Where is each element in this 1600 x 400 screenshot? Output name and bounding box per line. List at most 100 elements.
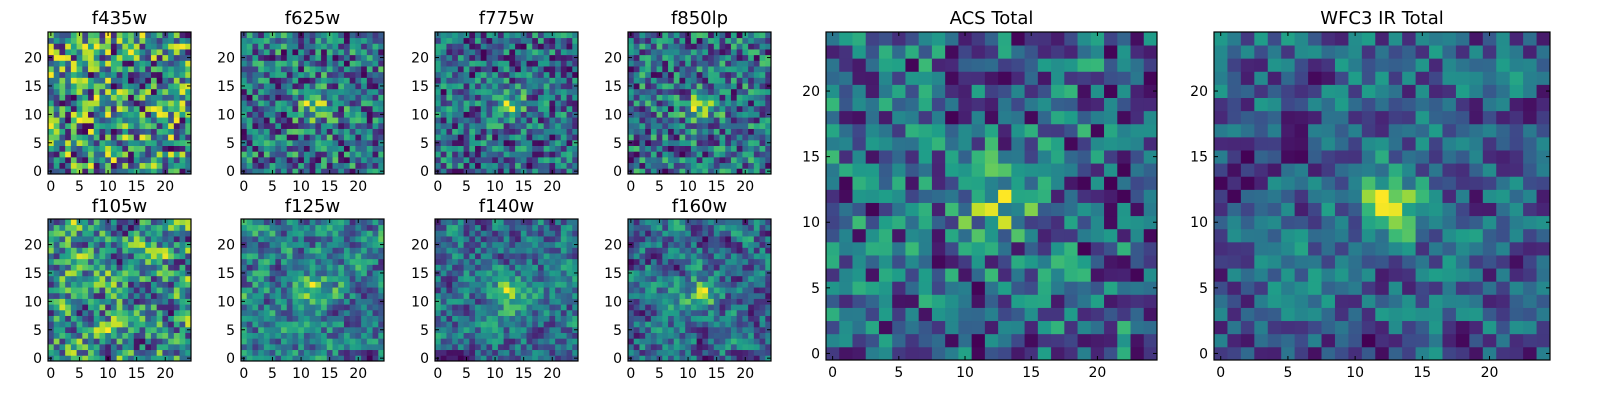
- heatmap-cell: [918, 320, 933, 335]
- heatmap-cell: [349, 156, 356, 164]
- heatmap-cell: [133, 247, 140, 254]
- heatmap-cell: [372, 309, 379, 316]
- heatmap-cell: [1321, 84, 1336, 98]
- heatmap-cell: [566, 43, 573, 50]
- heatmap-cell: [656, 88, 663, 95]
- heatmap-cell: [532, 94, 539, 101]
- heatmap-cell: [116, 236, 123, 243]
- heatmap-cell: [128, 66, 135, 73]
- heatmap-cell: [128, 49, 135, 56]
- heatmap-cell: [326, 304, 333, 311]
- heatmap-cell: [668, 128, 675, 135]
- heatmap-cell: [759, 66, 766, 73]
- heatmap-cell: [150, 77, 158, 84]
- heatmap-cell: [185, 292, 192, 299]
- heatmap-cell: [145, 83, 152, 90]
- heatmap-cell: [480, 105, 487, 112]
- heatmap-cell: [662, 54, 669, 61]
- heatmap-cell: [480, 54, 487, 61]
- heatmap-cell: [263, 151, 270, 158]
- heatmap-cell: [1143, 58, 1158, 72]
- heatmap-cell: [315, 145, 322, 152]
- heatmap-cell: [241, 122, 248, 129]
- heatmap-cell: [555, 88, 562, 95]
- heatmap-cell: [452, 88, 459, 95]
- heatmap-cell: [549, 49, 556, 56]
- heatmap-cell: [145, 292, 152, 299]
- heatmap-cell: [1254, 71, 1269, 85]
- heatmap-cell: [150, 264, 158, 271]
- heatmap-cell: [1104, 228, 1118, 243]
- heatmap-cell: [246, 315, 253, 322]
- heatmap-cell: [918, 110, 933, 125]
- y-tick-label: 5: [1199, 281, 1208, 297]
- heatmap-cell: [725, 117, 732, 124]
- heatmap-cell: [378, 88, 385, 95]
- heatmap-cell: [378, 309, 385, 316]
- heatmap-cell: [435, 94, 442, 101]
- heatmap-cell: [162, 60, 169, 67]
- heatmap-cell: [865, 123, 880, 138]
- heatmap-cell: [497, 54, 505, 61]
- heatmap-cell: [1375, 176, 1390, 190]
- heatmap-cell: [650, 117, 657, 124]
- heatmap-cell: [275, 151, 282, 158]
- heatmap-cell: [76, 122, 83, 129]
- heatmap-cell: [730, 139, 738, 146]
- heatmap-cell: [984, 228, 999, 243]
- heatmap-cell: [765, 88, 772, 95]
- heatmap-cell: [1117, 215, 1131, 230]
- heatmap-cell: [93, 264, 100, 271]
- heatmap-cell: [690, 134, 698, 141]
- heatmap-cell: [1064, 255, 1078, 269]
- heatmap-cell: [1308, 215, 1322, 230]
- heatmap-cell: [179, 139, 186, 146]
- heatmap-cell: [372, 66, 379, 73]
- heatmap-cell: [446, 66, 453, 73]
- heatmap-cell: [469, 117, 476, 124]
- heatmap-cell: [65, 275, 72, 282]
- heatmap-cell: [173, 224, 180, 231]
- heatmap-cell: [179, 270, 186, 277]
- heatmap-cell: [1227, 58, 1242, 72]
- heatmap-cell: [492, 122, 499, 129]
- heatmap-cell: [440, 37, 447, 44]
- heatmap-cell: [480, 162, 487, 169]
- heatmap-cell: [555, 94, 562, 101]
- heatmap-cell: [1429, 97, 1443, 112]
- heatmap-cell: [145, 275, 152, 282]
- heatmap-cell: [532, 43, 539, 50]
- heatmap-cell: [537, 100, 545, 107]
- heatmap-cell: [537, 162, 545, 169]
- heatmap-cell: [532, 151, 539, 158]
- heatmap-cell: [128, 128, 135, 135]
- heatmap-cell: [730, 145, 738, 152]
- heatmap-cell: [59, 100, 66, 107]
- heatmap-cell: [753, 83, 760, 90]
- heatmap-cell: [685, 145, 692, 152]
- heatmap-cell: [53, 37, 60, 44]
- heatmap-cell: [321, 281, 328, 288]
- heatmap-cell: [139, 83, 146, 90]
- heatmap-cell: [372, 343, 379, 351]
- heatmap-cell: [168, 258, 175, 265]
- heatmap-cell: [133, 151, 140, 158]
- heatmap-cell: [246, 88, 253, 95]
- heatmap-cell: [753, 134, 760, 141]
- heatmap-cell: [566, 77, 573, 84]
- heatmap-cell: [269, 134, 276, 141]
- heatmap-cell: [156, 258, 163, 265]
- heatmap-cell: [1294, 136, 1309, 151]
- heatmap-cell: [162, 349, 169, 356]
- heatmap-cell: [349, 281, 356, 288]
- heatmap-cell: [298, 321, 305, 328]
- heatmap-cell: [839, 189, 853, 203]
- heatmap-cell: [725, 77, 732, 84]
- heatmap-cell: [122, 338, 129, 345]
- heatmap-cell: [378, 94, 385, 101]
- heatmap-cell: [742, 105, 749, 112]
- heatmap-cell: [673, 43, 680, 50]
- heatmap-cell: [366, 156, 373, 164]
- heatmap-cell: [560, 162, 567, 169]
- heatmap-cell: [59, 230, 66, 237]
